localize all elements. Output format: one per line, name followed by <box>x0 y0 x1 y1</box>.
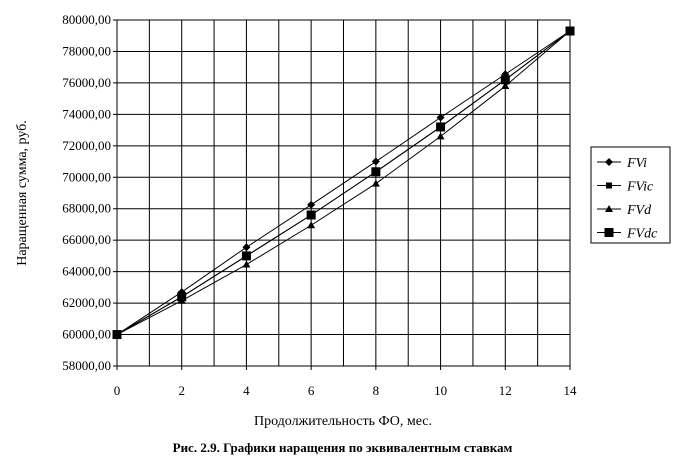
data-point-diamond <box>436 113 445 122</box>
data-point-square-large <box>177 292 187 302</box>
figure-caption: Рис. 2.9. Графики наращения по эквивален… <box>172 440 513 455</box>
series-line-FVd <box>116 30 571 335</box>
chart: 58000,00 60000,00 62000,00 64000,00 66000,00… <box>15 12 671 429</box>
legend-item-FVd: FVd <box>597 203 652 218</box>
data-point-triangle <box>605 205 613 212</box>
y-tick-label: 80000,00 <box>62 12 111 27</box>
data-point-square-large <box>604 228 614 237</box>
data-point-triangle <box>436 132 445 140</box>
data-point-diamond <box>371 157 380 166</box>
data-point-triangle <box>501 82 510 90</box>
legend-box <box>590 146 671 244</box>
legend-item-FVi: FVi <box>597 156 647 171</box>
data-point-diamond <box>307 200 316 209</box>
data-point-square-large <box>565 26 575 36</box>
legend: FVi FVic FVd FVdc <box>590 146 671 244</box>
legend-label: FVi <box>626 156 647 171</box>
series-line-FVdc <box>116 30 571 335</box>
data-point-square-large <box>241 251 251 261</box>
x-tick-label: 8 <box>373 383 380 398</box>
y-tick-label: 74000,00 <box>62 106 111 121</box>
y-tick-label: 68000,00 <box>62 201 111 216</box>
x-axis-ticks: 0 2 4 6 8 10 12 14 <box>114 366 577 398</box>
x-tick-label: 10 <box>434 383 447 398</box>
data-point-triangle <box>242 260 251 268</box>
legend-label: FVd <box>626 203 652 218</box>
data-point-square-large <box>500 75 510 85</box>
legend-label: FVdc <box>626 227 658 242</box>
series-line-FVi <box>116 30 571 335</box>
y-tick-label: 76000,00 <box>62 75 111 90</box>
data-point-triangle <box>307 221 316 229</box>
x-tick-label: 4 <box>243 383 250 398</box>
y-tick-label: 64000,00 <box>62 264 111 279</box>
legend-item-FVic: FVic <box>597 180 654 195</box>
data-point-triangle <box>371 179 380 187</box>
y-tick-label: 72000,00 <box>62 138 111 153</box>
y-tick-label: 58000,00 <box>62 358 111 373</box>
data-point-diamond <box>605 158 613 166</box>
data-point-square-large <box>436 122 446 132</box>
x-tick-label: 0 <box>114 383 121 398</box>
x-axis-label: Продолжительность ФО, мес. <box>254 414 432 429</box>
data-point-square <box>606 182 612 189</box>
y-axis-label: Наращенная сумма, руб. <box>15 120 30 266</box>
data-point-diamond <box>242 243 251 252</box>
y-tick-label: 70000,00 <box>62 169 111 184</box>
series-FVdc <box>112 26 575 340</box>
x-tick-label: 6 <box>308 383 315 398</box>
y-axis-ticks: 58000,00 60000,00 62000,00 64000,00 66000,00… <box>62 12 117 373</box>
y-tick-label: 66000,00 <box>62 232 111 247</box>
legend-item-FVdc: FVdc <box>597 227 658 242</box>
data-point-square-large <box>112 330 122 340</box>
x-tick-label: 12 <box>499 383 512 398</box>
x-tick-label: 14 <box>564 383 578 398</box>
y-tick-label: 62000,00 <box>62 295 111 310</box>
y-tick-label: 60000,00 <box>62 327 111 342</box>
data-point-square-large <box>306 210 316 220</box>
data-point-square-large <box>371 167 381 177</box>
grid <box>116 19 571 367</box>
y-tick-label: 78000,00 <box>62 43 111 58</box>
legend-label: FVic <box>626 180 654 195</box>
x-tick-label: 2 <box>178 383 185 398</box>
series-lines <box>112 26 575 340</box>
